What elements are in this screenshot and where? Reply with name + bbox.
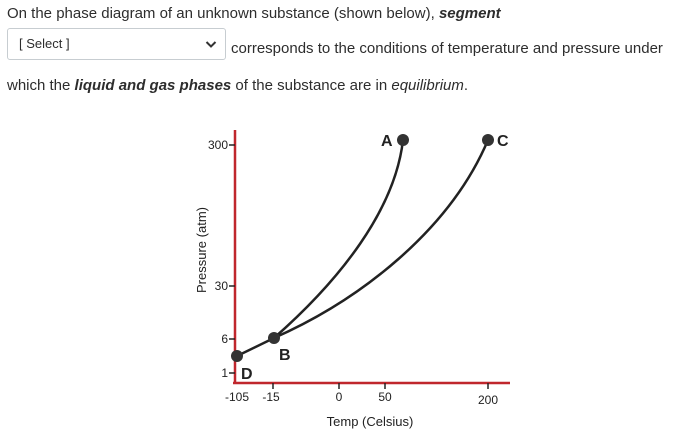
y-tick-label: 30 [215,279,229,293]
question-line-2: corresponds to the conditions of tempera… [231,40,663,57]
y-tick-label: 6 [221,332,228,346]
question-text: On the phase diagram of an unknown subst… [7,5,439,22]
y-tick-label: 1 [221,366,228,380]
y-axis-title: Pressure (atm) [194,207,209,293]
question-text-3c: . [463,77,469,94]
x-axis-title: Temp (Celsius) [327,414,414,429]
point-d [231,350,243,362]
curve-segment-bc [273,139,490,340]
question-text-3a: which the [7,77,75,94]
question-bold-phases: liquid and gas phases [74,77,232,94]
chevron-down-icon [205,41,217,48]
x-tick-label: 200 [478,393,498,407]
point-a [397,134,409,146]
point-label-b: B [279,347,291,364]
select-placeholder: [ Select ] [19,36,70,51]
point-label-d: D [241,366,253,383]
question-text-3b: of the substance are in [231,77,392,94]
x-tick-label: -105 [225,390,249,404]
y-tick-label: 300 [208,138,228,152]
point-label-a: A [381,133,393,150]
point-c [482,134,494,146]
curve-segment-ba [273,139,405,339]
question-italic-equilibrium: equilibrium [391,77,464,94]
point-label-c: C [497,133,509,150]
question-line-1: On the phase diagram of an unknown subst… [7,5,501,22]
x-tick-label: -15 [262,390,280,404]
curve-segment-db [236,336,275,358]
x-tick-label: 50 [378,390,392,404]
x-tick-label: 0 [336,390,343,404]
point-b [268,332,280,344]
answer-select[interactable]: [ Select ] [7,28,226,60]
question-line-3: which the liquid and gas phases of the s… [7,77,468,94]
question-bold-segment: segment [438,5,501,22]
